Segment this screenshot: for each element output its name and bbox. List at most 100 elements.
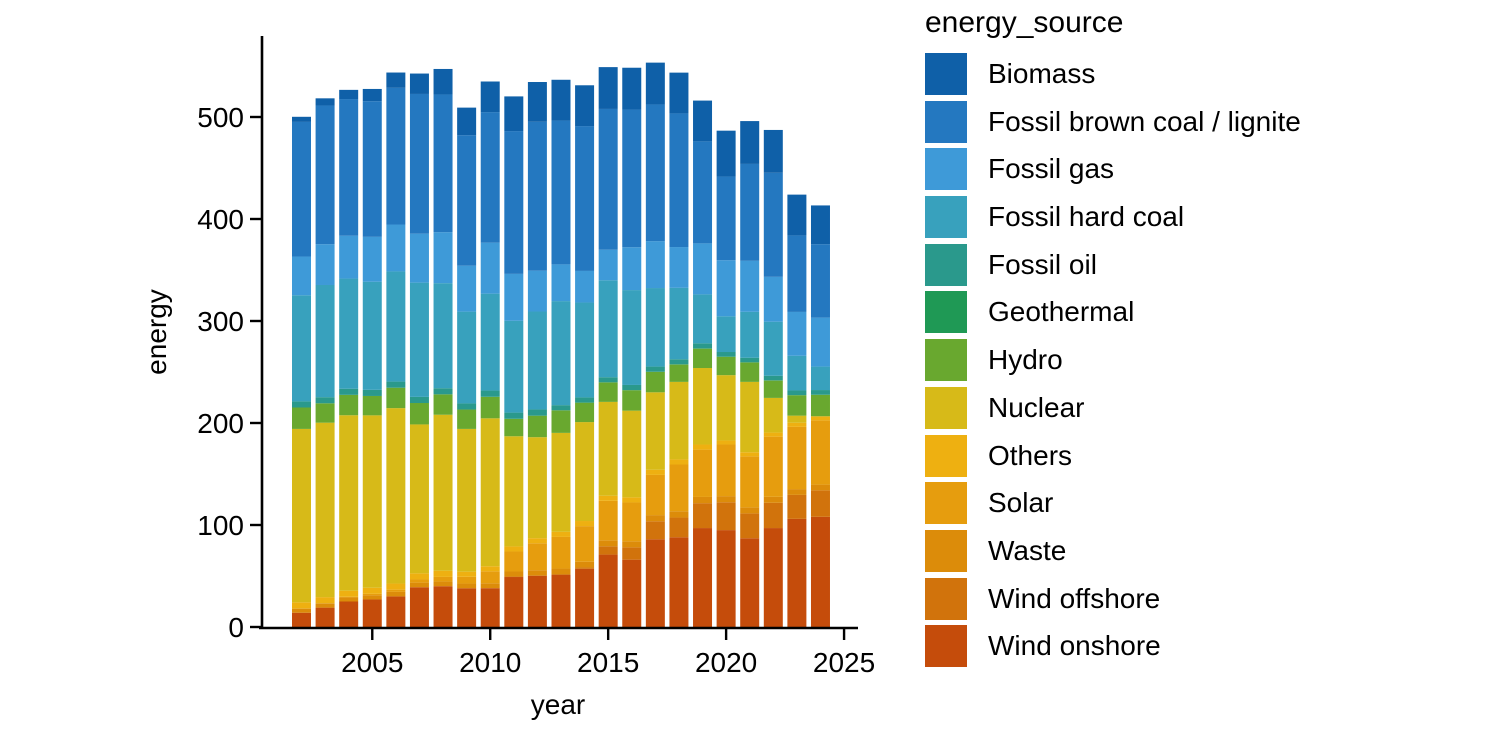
bar-segment [386,583,406,590]
bar-segment [433,570,453,577]
bar-segment [787,194,807,236]
bar-segment [716,352,736,357]
bar-segment [527,575,547,576]
bar-segment [527,409,547,416]
legend-label: Hydro [988,344,1063,376]
bar-segment [457,576,477,584]
legend-swatch [925,53,967,95]
bar-segment [693,503,713,529]
bar-segment [693,141,713,244]
bar-segment [645,474,665,516]
bar-segment [810,484,830,491]
bar-segment [763,321,783,376]
bar-segment [763,172,783,277]
bar-segment [409,282,429,397]
legend-label: Fossil brown coal / lignite [988,105,1301,137]
bar-segment [433,68,453,95]
legend-label: Wind offshore [988,582,1161,614]
bar-segment [669,517,689,538]
bar-segment [527,538,547,544]
bar-segment [362,389,382,396]
bar-segment [645,521,665,540]
bar-segment [598,382,618,402]
legend-item-fossil-brown-coal-lignite: Fossil brown coal / lignite [925,100,1485,143]
bar-segment [386,72,406,88]
bar-segment [787,426,807,490]
bar-segment [645,539,665,627]
bar-segment [362,599,382,627]
bar-segment [575,568,595,627]
bar-segment [339,99,359,236]
bar-segment [480,293,500,391]
bar-segment [740,163,760,261]
bar-segment [575,126,595,271]
bar-segment [409,582,429,588]
bar-segment [386,381,406,388]
bar-segment [386,224,406,272]
legend-label: Fossil oil [988,248,1097,280]
bar-segment [787,395,807,416]
bar-segment [551,574,571,575]
bar-segment [598,280,618,378]
bar-segment [740,260,760,312]
bar-segment [787,415,807,423]
bar-segment [457,107,477,136]
bar-segment [457,583,477,589]
bar-segment [433,576,453,582]
bar-segment [716,444,736,497]
bar-segment [386,591,406,597]
bar-segment [504,131,524,274]
bar-segment [292,428,311,603]
legend-swatch [925,196,967,239]
legend-label: Solar [988,487,1054,519]
bar-segment [693,348,713,369]
bar-segment [386,271,406,382]
bar-segment [315,105,335,245]
bar-segment [693,100,713,142]
bar-segment [292,295,311,402]
legend-swatch [925,243,967,286]
bar-segment [551,568,571,575]
bar-segment [457,265,477,312]
bar-segment [339,597,359,602]
bar-segment [575,521,595,527]
bar-segment [409,403,429,425]
bar-segment [810,394,830,417]
bar-segment [598,249,618,281]
bar-segment [622,547,642,560]
bar-segment [551,531,571,537]
bar-segment [622,384,642,391]
bar-segment [433,394,453,415]
legend-item-biomass: Biomass [925,53,1485,95]
bar-segment [716,502,736,531]
bar-segment [787,494,807,519]
bar-segment [740,452,760,457]
bar-segment [551,536,571,569]
bar-segment [504,412,524,419]
bar-segment [810,420,830,485]
bar-segment [339,601,359,627]
bar-segment [527,121,547,271]
x-tick-label: 2015 [577,647,639,678]
bar-segment [740,513,760,539]
bar-segment [480,112,500,243]
bar-segment [504,418,524,437]
bar-segment [622,290,642,385]
bar-segment [575,561,595,568]
bar-segment [622,67,642,110]
bar-segment [504,546,524,552]
legend-swatch [925,386,967,429]
bar-segment [622,247,642,291]
bar-segment [622,109,642,248]
bar-segment [716,496,736,503]
legend-item-wind-offshore: Wind offshore [925,577,1485,620]
bar-segment [527,576,547,627]
bar-segment [409,93,429,234]
legend-item-hydro: Hydro [925,339,1485,382]
bar-segment [504,577,524,627]
bar-segment [480,81,500,113]
bar-segment [339,394,359,416]
legend-swatch [925,577,967,620]
bar-segment [575,302,595,398]
bar-segment [551,79,571,121]
